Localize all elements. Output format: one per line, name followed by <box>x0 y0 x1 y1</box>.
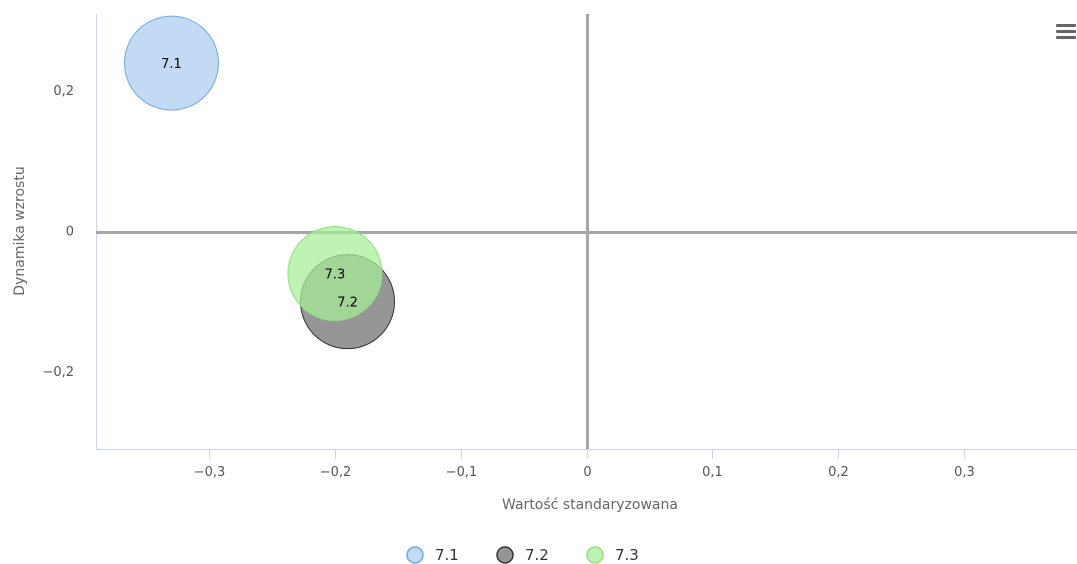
legend-label: 7.1 <box>435 546 459 564</box>
x-tick-label: 0,3 <box>954 465 975 480</box>
legend-marker <box>496 546 514 564</box>
x-tick-label: −0,2 <box>320 465 352 480</box>
legend-label: 7.3 <box>615 546 639 564</box>
y-axis-title: Dynamika wzrostu <box>12 166 28 295</box>
legend-item-7-3[interactable]: 7.3 <box>586 546 639 564</box>
bubble-label: 7.3 <box>325 268 346 283</box>
bubble-label: 7.2 <box>337 296 358 311</box>
x-tick-label: 0,2 <box>828 465 849 480</box>
y-axis-ticks: 0,2 0 −0,2 <box>42 84 74 380</box>
legend-item-7-1[interactable]: 7.1 <box>406 546 459 564</box>
y-tick-label: −0,2 <box>42 365 74 380</box>
x-tick-label: −0,1 <box>446 465 478 480</box>
zero-lines <box>96 14 1077 449</box>
legend-marker <box>586 546 604 564</box>
context-menu-button[interactable] <box>1050 18 1076 44</box>
x-axis-title: Wartość standaryzowana <box>502 497 678 513</box>
hamburger-menu-icon <box>1056 24 1076 39</box>
legend: 7.1 7.2 7.3 <box>406 546 639 564</box>
x-tick-label: 0,1 <box>702 465 723 480</box>
y-tick-label: 0 <box>66 225 74 240</box>
legend-item-7-2[interactable]: 7.2 <box>496 546 549 564</box>
x-axis-ticks: −0,3 −0,2 −0,1 0 0,1 0,2 0,3 <box>194 449 975 480</box>
bubbles: 7.1 7.2 7.3 <box>123 15 396 350</box>
x-tick-label: 0 <box>583 465 591 480</box>
bubble-7-1[interactable] <box>123 15 219 111</box>
y-tick-label: 0,2 <box>53 84 74 99</box>
bubble-7-3[interactable] <box>287 226 383 322</box>
legend-label: 7.2 <box>525 546 549 564</box>
x-tick-label: −0,3 <box>194 465 226 480</box>
bubble-label: 7.1 <box>161 57 182 72</box>
legend-marker <box>406 546 424 564</box>
